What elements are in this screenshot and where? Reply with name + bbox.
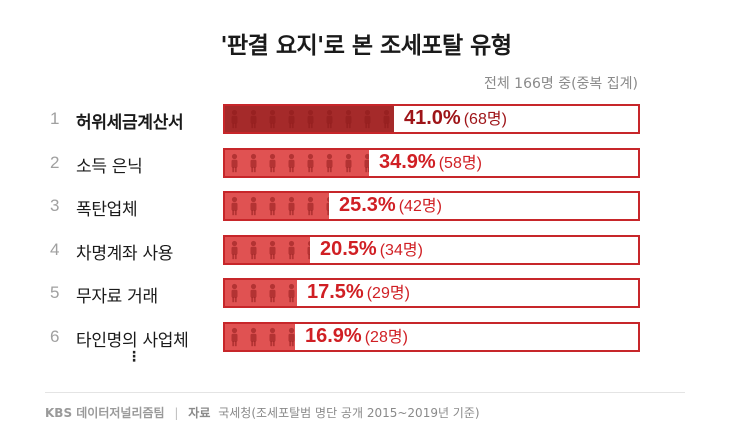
bar-value-label: 20.5% (34명) [320, 236, 423, 261]
chart-subtitle: 전체 166명 중(중복 집계) [483, 76, 638, 92]
category-label: 타인명의 사업체 [76, 330, 189, 351]
category-label: 허위세금계산서 [76, 113, 184, 133]
bar-value-label: 34.9% (58명) [379, 149, 482, 174]
rank-number: 1 [50, 109, 60, 128]
rank-number: 3 [50, 196, 60, 215]
person-icon-pattern [225, 149, 369, 176]
bar-fill [225, 149, 369, 176]
percent-label: 41.0% [404, 107, 461, 129]
percent-label: 34.9% [379, 150, 436, 173]
bar-track: 25.3% (42명) [223, 191, 640, 221]
bar-row: 1 허위세금계산서 41.0% (68명) [0, 102, 732, 136]
count-label: (68명) [463, 111, 507, 128]
source-label: 자료 [188, 406, 211, 420]
rank-number: 5 [50, 283, 60, 302]
bar-track: 20.5% (34명) [223, 234, 640, 265]
category-label: 소득 은닉 [76, 156, 143, 177]
bar-row: 3 폭탄업체 25.3% (42명) [0, 189, 732, 223]
bar-value-label: 25.3% (42명) [339, 192, 442, 217]
percent-label: 17.5% [307, 281, 364, 303]
bar-fill [225, 280, 297, 306]
category-label: 무자료 거래 [76, 287, 158, 307]
footer: KBS 데이터저널리즘팀 | 자료 국세청(조세포탈범 명단 공개 2015~2… [45, 404, 685, 421]
bar-fill [225, 193, 329, 219]
count-label: (58명) [438, 154, 482, 172]
bar-fill [225, 323, 295, 350]
chart-title: '판결 요지'로 본 조세포탈 유형 [220, 33, 512, 59]
category-label: 차명계좌 사용 [76, 243, 174, 264]
bar-value-label: 16.9% (28명) [305, 323, 408, 348]
person-icon-pattern [225, 280, 297, 306]
bar-track: 41.0% (68명) [223, 104, 640, 134]
bar-track: 16.9% (28명) [223, 321, 640, 352]
count-label: (42명) [398, 198, 442, 215]
percent-label: 20.5% [320, 237, 377, 260]
bar-row: 2 소득 은닉 34.9% (58명) [0, 146, 732, 180]
bar-fill [225, 236, 310, 263]
footer-separator: | [174, 406, 179, 420]
bar-value-label: 17.5% (29명) [307, 279, 410, 304]
bar-row: 5 무자료 거래 17.5% (29명) [0, 276, 732, 310]
bar-row: 4 차명계좌 사용 20.5% (34명) [0, 233, 732, 267]
person-icon-pattern [225, 236, 310, 263]
bar-fill [225, 106, 394, 132]
bar-row: 6 타인명의 사업체 16.9% (28명) [0, 320, 732, 354]
rank-number: 4 [50, 239, 60, 259]
rank-number: 6 [50, 326, 60, 346]
rank-number: 2 [50, 152, 60, 172]
bar-track: 34.9% (58명) [223, 147, 640, 178]
footer-divider [45, 392, 685, 393]
bar-value-label: 41.0% (68명) [404, 105, 507, 130]
person-icon-pattern [225, 106, 394, 132]
more-indicator: ⋮ [127, 349, 141, 365]
footer-brand: KBS 데이터저널리즘팀 [45, 406, 165, 420]
percent-label: 16.9% [305, 324, 362, 347]
count-label: (29명) [366, 285, 410, 302]
person-icon-pattern [225, 193, 329, 219]
source-text: 국세청(조세포탈범 명단 공개 2015~2019년 기준) [218, 406, 480, 420]
count-label: (28명) [364, 328, 408, 346]
category-label: 폭탄업체 [76, 200, 138, 220]
percent-label: 25.3% [339, 194, 396, 216]
bar-track: 17.5% (29명) [223, 278, 640, 308]
person-icon-pattern [225, 323, 295, 350]
count-label: (34명) [379, 241, 423, 259]
